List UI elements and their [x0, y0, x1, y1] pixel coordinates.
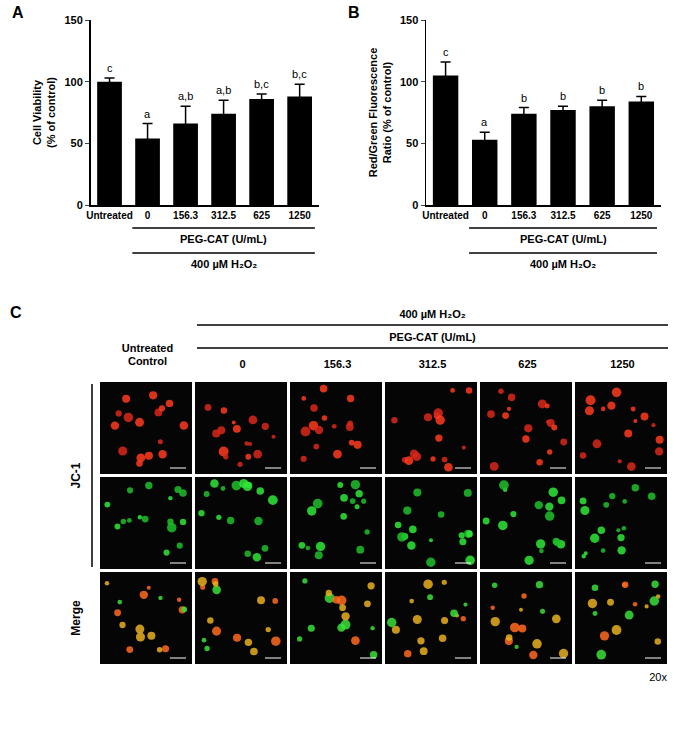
- svg-text:625: 625: [518, 358, 536, 370]
- svg-text:625: 625: [253, 210, 270, 221]
- svg-text:0: 0: [412, 199, 418, 211]
- svg-text:156.3: 156.3: [511, 210, 536, 221]
- svg-text:a,b: a,b: [178, 90, 193, 102]
- svg-text:Cell Viability(% of control): Cell Viability(% of control): [31, 77, 57, 148]
- svg-text:b: b: [638, 80, 644, 92]
- svg-text:50: 50: [406, 137, 418, 149]
- svg-text:B: B: [348, 4, 360, 21]
- svg-text:b: b: [560, 90, 566, 102]
- svg-text:625: 625: [594, 210, 611, 221]
- svg-text:100: 100: [400, 76, 418, 88]
- svg-text:312.5: 312.5: [419, 358, 447, 370]
- svg-text:156.3: 156.3: [324, 358, 352, 370]
- svg-text:1250: 1250: [610, 358, 634, 370]
- svg-text:Untreated: Untreated: [86, 210, 133, 221]
- svg-text:150: 150: [400, 14, 418, 26]
- svg-text:1250: 1250: [289, 210, 312, 221]
- svg-text:0: 0: [145, 210, 151, 221]
- svg-text:UntreatedControl: UntreatedControl: [122, 342, 173, 367]
- svg-text:400 µM H₂O₂: 400 µM H₂O₂: [191, 258, 257, 270]
- svg-text:100: 100: [64, 76, 82, 88]
- svg-text:1250: 1250: [630, 210, 653, 221]
- svg-text:0: 0: [482, 210, 488, 221]
- svg-text:400 µM H₂O₂: 400 µM H₂O₂: [530, 258, 596, 270]
- svg-text:a,b: a,b: [216, 84, 231, 96]
- svg-text:20x: 20x: [649, 671, 667, 683]
- svg-text:C: C: [10, 304, 22, 321]
- svg-text:312.5: 312.5: [211, 210, 236, 221]
- svg-text:a: a: [481, 116, 488, 128]
- svg-text:156.3: 156.3: [173, 210, 198, 221]
- svg-text:312.5: 312.5: [551, 210, 576, 221]
- svg-text:b,c: b,c: [292, 68, 307, 80]
- svg-text:400 µM H₂O₂: 400 µM H₂O₂: [399, 308, 465, 320]
- svg-text:JC-1: JC-1: [69, 462, 83, 488]
- svg-text:PEG-CAT (U/mL): PEG-CAT (U/mL): [520, 233, 607, 245]
- svg-text:a: a: [144, 108, 151, 120]
- svg-text:c: c: [107, 62, 113, 74]
- svg-text:b,c: b,c: [254, 78, 269, 90]
- svg-text:Red/Green FluorescenceRatio (%: Red/Green FluorescenceRatio (% of contro…: [367, 48, 393, 178]
- svg-text:PEG-CAT (U/mL): PEG-CAT (U/mL): [389, 331, 476, 343]
- svg-text:0: 0: [77, 199, 83, 211]
- svg-text:Untreated: Untreated: [422, 210, 469, 221]
- svg-text:0: 0: [239, 358, 245, 370]
- svg-text:Merge: Merge: [69, 600, 83, 636]
- svg-text:c: c: [443, 46, 449, 58]
- svg-text:150: 150: [64, 14, 82, 26]
- svg-text:A: A: [12, 4, 24, 21]
- svg-text:b: b: [521, 92, 527, 104]
- svg-text:b: b: [599, 84, 605, 96]
- svg-text:PEG-CAT (U/mL): PEG-CAT (U/mL): [180, 233, 267, 245]
- svg-text:50: 50: [71, 137, 83, 149]
